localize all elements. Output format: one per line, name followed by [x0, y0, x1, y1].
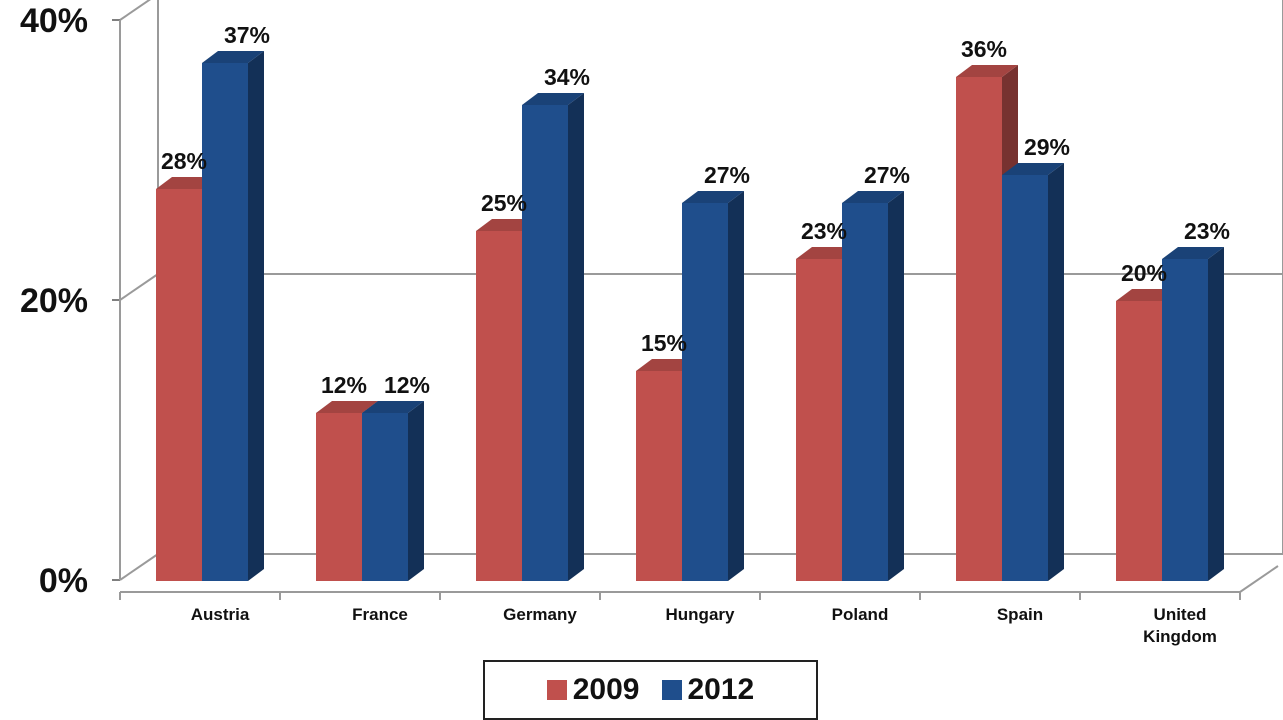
legend-label-2009: 2009: [572, 673, 640, 706]
bar-2009-5: [956, 77, 1002, 581]
bar-2012-2-side: [568, 93, 584, 581]
legend-item-2012: 2012: [661, 673, 755, 707]
data-label: 23%: [1184, 218, 1230, 244]
bar-2012-3-top: [682, 191, 744, 203]
data-label: 15%: [641, 330, 687, 356]
bar-2012-6: [1162, 259, 1208, 581]
bar-2012-0-side: [248, 51, 264, 581]
x-tick-label: Poland: [832, 605, 889, 624]
data-label: 12%: [384, 372, 430, 398]
bar-2009-2: [476, 231, 522, 581]
chart-legend: 2009 2012: [483, 660, 818, 720]
bar-2012-5: [1002, 175, 1048, 581]
data-label: 28%: [161, 148, 207, 174]
legend-label-2012: 2012: [687, 673, 755, 706]
bar-2009-0: [156, 189, 202, 581]
data-label: 27%: [704, 162, 750, 188]
bar-2009-1-top: [316, 401, 378, 413]
x-tick-label: Germany: [503, 605, 577, 624]
data-label: 25%: [481, 190, 527, 216]
bar-2012-3-side: [728, 191, 744, 581]
bar-2012-6-top: [1162, 247, 1224, 259]
x-tick-label: Austria: [191, 605, 250, 624]
bar-2012-2: [522, 105, 568, 581]
bar-2012-4: [842, 203, 888, 581]
x-tick-label: France: [352, 605, 408, 624]
bar-2012-4-top: [842, 191, 904, 203]
y-tick-label: 20%: [20, 282, 88, 320]
bar-2012-2-top: [522, 93, 584, 105]
bar-2012-5-side: [1048, 163, 1064, 581]
legend-swatch-2012: [661, 680, 682, 700]
data-label: 12%: [321, 372, 367, 398]
y-tick-label: 0%: [39, 562, 88, 600]
data-label: 36%: [961, 36, 1007, 62]
x-tick-label: Spain: [997, 605, 1043, 624]
bar-2012-0: [202, 63, 248, 581]
legend-item-2009: 2009: [546, 673, 640, 707]
bar-2012-6-side: [1208, 247, 1224, 581]
bar-2012-3: [682, 203, 728, 581]
y-tick-label: 40%: [20, 2, 88, 40]
data-label: 29%: [1024, 134, 1070, 160]
bar-2012-1-side: [408, 401, 424, 581]
bar-2009-5-top: [956, 65, 1018, 77]
bar-2012-0-top: [202, 51, 264, 63]
data-label: 37%: [224, 22, 270, 48]
x-tick-label: Hungary: [666, 605, 736, 624]
bar-2009-1: [316, 413, 362, 581]
data-label: 34%: [544, 64, 590, 90]
bar-2012-1-top: [362, 401, 424, 413]
data-label: 27%: [864, 162, 910, 188]
bar-2012-5-top: [1002, 163, 1064, 175]
bar-2009-4: [796, 259, 842, 581]
bar-2012-1: [362, 413, 408, 581]
bar-2009-3: [636, 371, 682, 581]
x-tick-label: United Kingdom: [1143, 605, 1217, 646]
legend-swatch-2009: [546, 680, 567, 700]
chart-bars: [156, 51, 1224, 581]
bar-2012-4-side: [888, 191, 904, 581]
bar-2009-6: [1116, 301, 1162, 581]
data-label: 23%: [801, 218, 847, 244]
data-label: 20%: [1121, 260, 1167, 286]
chart-labels: 0% 20% 40% 28% 37% Austria 12% 12% France 25% 34% G…: [20, 2, 1230, 646]
